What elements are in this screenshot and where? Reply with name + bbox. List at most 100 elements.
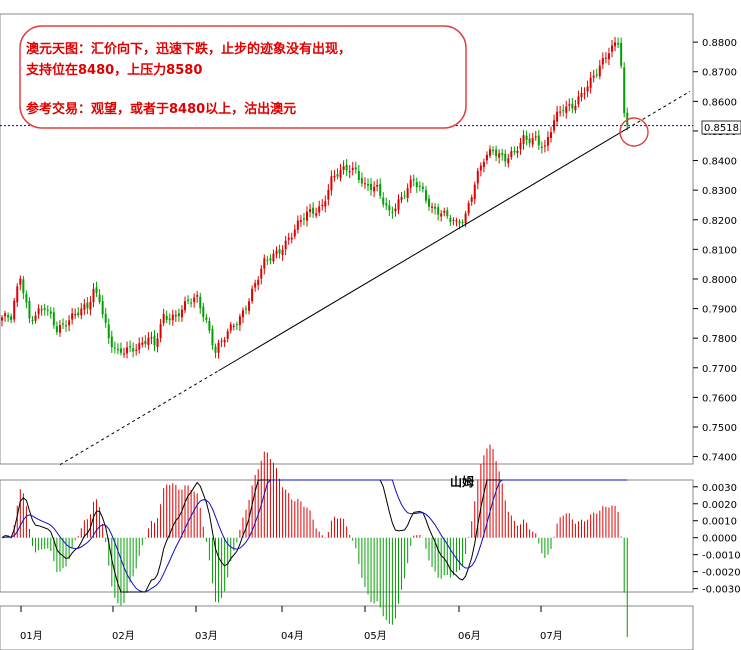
candle [123,347,125,358]
candle [534,130,537,141]
candle-body [37,308,40,315]
candle-body [327,189,330,200]
candle [519,137,522,155]
candle-body [324,201,327,207]
candle-body [144,340,147,345]
candle-body [312,207,315,214]
candle-body [245,308,247,310]
candle [141,336,144,348]
candle-body [19,278,22,285]
overlay-lines [0,90,693,466]
candle [553,114,556,134]
candle-body [74,313,77,316]
candle-body [623,67,626,114]
candle-body [315,213,318,216]
candle-body [174,315,177,317]
candle-body [263,258,266,269]
candle-body [284,240,287,250]
candle [254,279,257,292]
candle [86,296,89,315]
candle-body [489,149,491,156]
candle [80,303,83,320]
candle-body [68,320,71,326]
support-trendline [218,128,628,372]
macd-tick-label: 0.0010 [702,517,737,528]
highlight-circle [619,117,649,147]
candle-body [580,93,583,98]
candle [150,331,153,345]
candle-body [153,335,156,346]
candle-body [86,302,89,309]
candle-body [598,65,601,77]
candle [129,340,132,353]
candle [126,341,129,359]
candle-body [296,220,299,230]
candle [443,207,446,217]
candle [153,330,156,352]
candle-body [440,213,443,217]
signal-line [1,479,628,593]
macd-tick-label: 0.0030 [702,483,737,494]
candle-body [568,104,571,106]
candle-body [550,132,552,139]
candle-body [202,306,205,318]
candle [174,310,177,322]
candle-body [278,249,281,254]
candle-body [92,288,95,303]
candle-body [55,326,58,333]
candle-body [333,175,336,178]
candle-body [141,342,144,345]
candle-body [205,317,208,320]
candlesticks [1,36,629,359]
candle [348,165,351,179]
candle [489,145,491,159]
candle-body [620,42,623,66]
month-label: 05月 [364,630,387,642]
candle-body [470,197,473,202]
candle [177,308,180,322]
candle [592,69,595,83]
candle-body [385,203,388,206]
candle-body [266,259,269,261]
candle-body [165,315,168,320]
candle-body [589,77,592,88]
candle-body [382,197,385,205]
candle-body [31,319,34,322]
candle-body [406,188,409,198]
candle [312,202,315,218]
candle-body [113,347,116,349]
candle-body [367,184,369,186]
candle-body [611,45,613,52]
price-tick-label: 0.7600 [702,393,737,404]
candle-body [217,342,220,353]
candle-body [345,164,348,171]
candle [19,275,22,291]
candle [299,214,302,227]
candle [37,304,40,319]
candle-body [281,249,284,255]
candle [116,343,119,355]
candle-body [168,318,171,321]
candle [397,194,400,215]
candle [290,232,293,244]
candle [147,332,150,350]
candle [333,170,336,182]
candle-body [13,300,16,320]
candle [336,168,339,180]
annotation-line-1: 澳元天图：汇价向下，迅速下跌，止步的迹象没有出现， [26,41,351,57]
candle [623,62,626,118]
candle-body [458,221,461,224]
candle [31,316,34,325]
candle-body [309,209,312,212]
candle [525,130,528,146]
candle-body [537,135,540,146]
candle-body [397,199,400,210]
candle [4,310,7,322]
candle-body [77,312,80,316]
candle-body [220,340,223,342]
candle [577,90,580,108]
candle-body [199,296,202,309]
candle-body [159,324,162,338]
candle [437,203,440,221]
candle [498,149,501,164]
